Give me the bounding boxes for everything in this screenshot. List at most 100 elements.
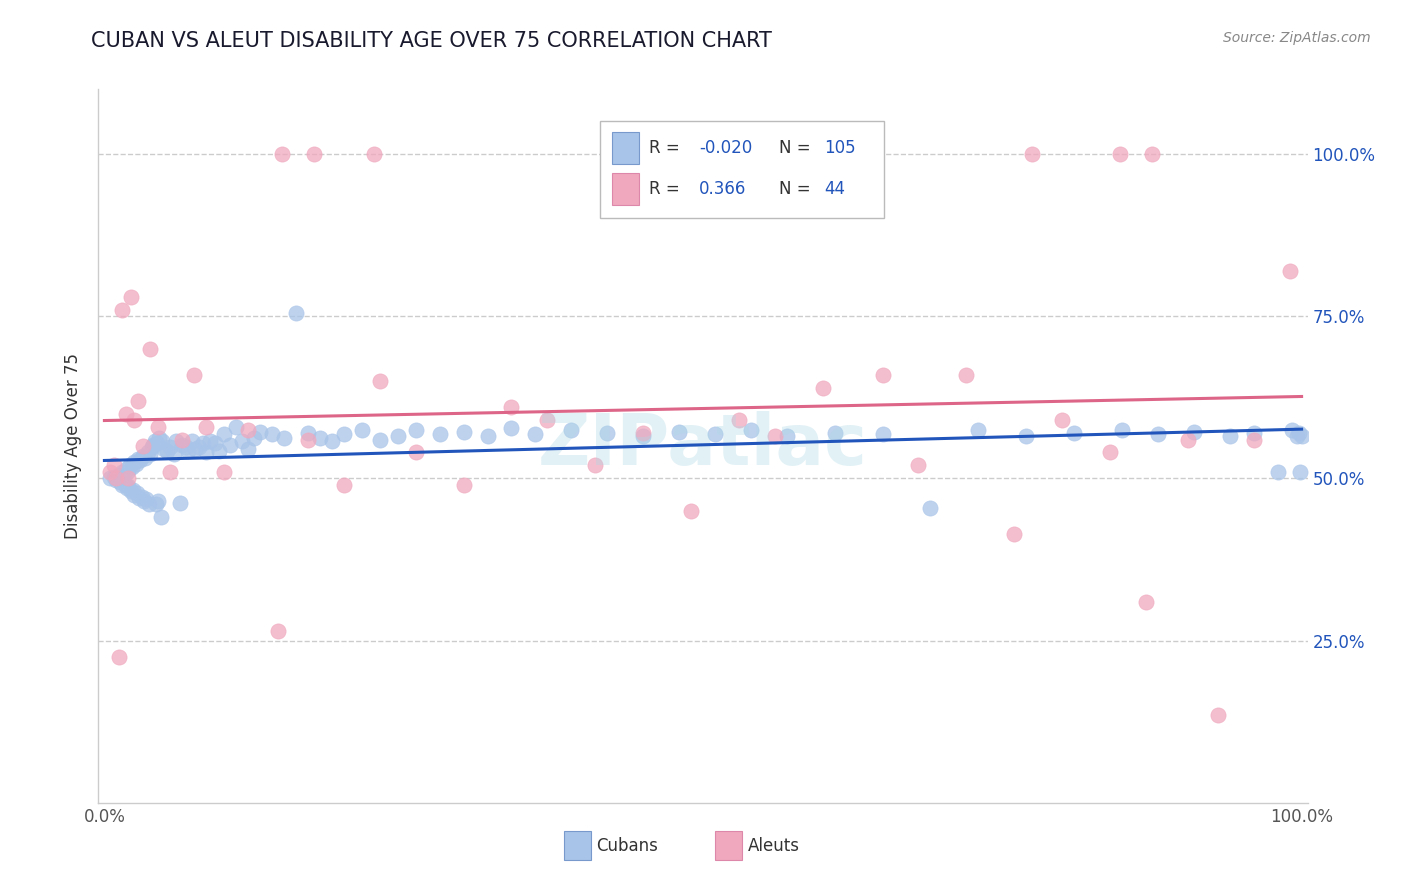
Text: 44: 44 [824,180,845,198]
Point [172,438,194,452]
Point [115,461,138,475]
Point [115,407,138,421]
Point [139,342,162,356]
Point [100,465,122,479]
Point [188,440,211,454]
Point [249,425,271,439]
Point [1135,595,1157,609]
Point [124,413,146,427]
Point [350,423,373,437]
Point [108,475,131,489]
Point [138,497,160,511]
Point [231,434,253,448]
Point [165,434,187,448]
Point [267,624,290,638]
Point [477,429,499,443]
Point [117,471,139,485]
Point [163,447,186,461]
Point [1177,433,1199,447]
Point [107,649,129,664]
Point [1289,465,1312,479]
Point [124,455,146,469]
Point [967,423,990,437]
Point [225,419,247,434]
Point [270,147,292,161]
Point [195,445,218,459]
Point [1291,429,1313,443]
Point [127,393,149,408]
Point [124,488,146,502]
Point [117,464,139,478]
Point [284,306,307,320]
Point [1111,423,1133,437]
Point [174,440,197,454]
Point [429,427,451,442]
Point [105,471,128,485]
Text: 105: 105 [824,139,855,157]
Point [1099,445,1122,459]
Point [668,425,690,439]
Point [302,147,325,161]
Point [236,442,259,457]
Point [153,442,176,457]
Point [631,425,654,440]
Point [740,423,762,437]
Point [1285,429,1308,443]
Point [142,438,165,452]
Text: R =: R = [648,180,685,198]
Point [121,459,143,474]
Point [824,425,846,440]
Point [150,434,173,448]
Text: -0.020: -0.020 [699,139,752,157]
Point [219,438,242,452]
Point [132,439,155,453]
Point [204,435,226,450]
Point [148,494,170,508]
Point [368,433,391,447]
Point [184,442,207,457]
Point [118,458,141,473]
Point [132,494,155,508]
Point [1140,147,1163,161]
Point [236,423,259,437]
Point [149,510,172,524]
Point [333,478,356,492]
Point [127,452,149,467]
Text: Aleuts: Aleuts [748,837,800,855]
Point [195,419,218,434]
Point [1002,526,1025,541]
Point [198,434,221,448]
Point [120,484,142,499]
Text: Source: ZipAtlas.com: Source: ZipAtlas.com [1223,31,1371,45]
Point [132,449,155,463]
Point [405,423,427,437]
Point [309,431,332,445]
Point [333,427,356,442]
Point [103,458,125,473]
Y-axis label: Disability Age Over 75: Disability Age Over 75 [63,353,82,539]
Point [141,440,163,454]
Point [156,444,179,458]
Point [212,427,235,442]
Point [100,471,122,485]
Point [1021,147,1043,161]
Point [1288,425,1310,440]
Point [1063,425,1085,440]
Point [1267,465,1289,479]
Point [1050,413,1073,427]
Point [129,453,152,467]
Point [243,431,266,445]
Point [368,374,391,388]
Point [125,485,148,500]
Point [763,429,786,443]
Text: N =: N = [779,139,815,157]
Point [183,368,205,382]
Point [1281,423,1303,437]
Point [117,479,139,493]
Point [297,433,319,447]
Point [596,425,619,440]
Point [453,478,475,492]
Point [212,465,235,479]
Point [1182,425,1205,439]
Point [172,433,194,447]
